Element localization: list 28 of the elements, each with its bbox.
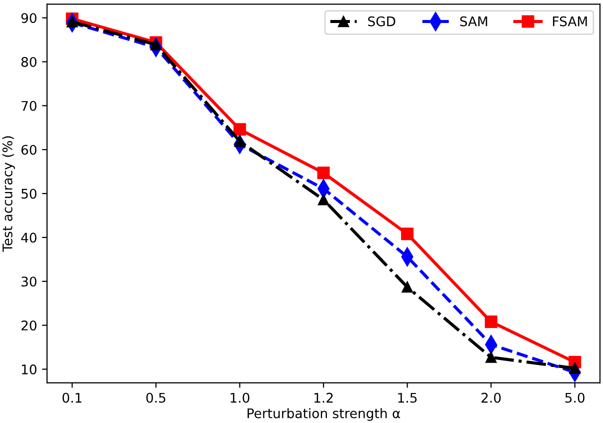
y-tick-label: 20 [21, 320, 36, 330]
x-tick-label: 0.5 [146, 392, 166, 403]
y-tick-label: 10 [22, 364, 36, 374]
point [402, 282, 413, 293]
y-tick-label: 60 [21, 144, 36, 155]
point [486, 352, 497, 363]
x-tick-label: 0.1 [62, 392, 82, 403]
legend-label: SAM [460, 16, 488, 26]
y-tick-label: 50 [22, 188, 36, 199]
x-tick-label: 1.2 [314, 392, 333, 403]
y-tick-label: 30 [22, 276, 36, 287]
x-tick-label: 1.5 [398, 392, 417, 403]
point [317, 166, 330, 180]
point [401, 228, 414, 240]
y-axis-title: Test accuracy (%) [2, 136, 15, 252]
x-axis-title: Perturbation strength α [248, 408, 400, 421]
point [318, 194, 330, 206]
x-tick-label: 1.0 [230, 392, 250, 403]
x-tick-label: 5.0 [565, 392, 584, 403]
y-tick-label: 70 [22, 100, 36, 111]
y-tick-label: 80 [21, 56, 36, 67]
point [233, 123, 246, 136]
legend-label: FSAM [553, 16, 587, 26]
point [484, 316, 498, 328]
x-tick-label: 2.0 [482, 392, 501, 403]
y-tick-label: 40 [21, 232, 36, 243]
legend-label: SGD [368, 16, 396, 26]
y-tick-label: 90 [21, 13, 36, 24]
